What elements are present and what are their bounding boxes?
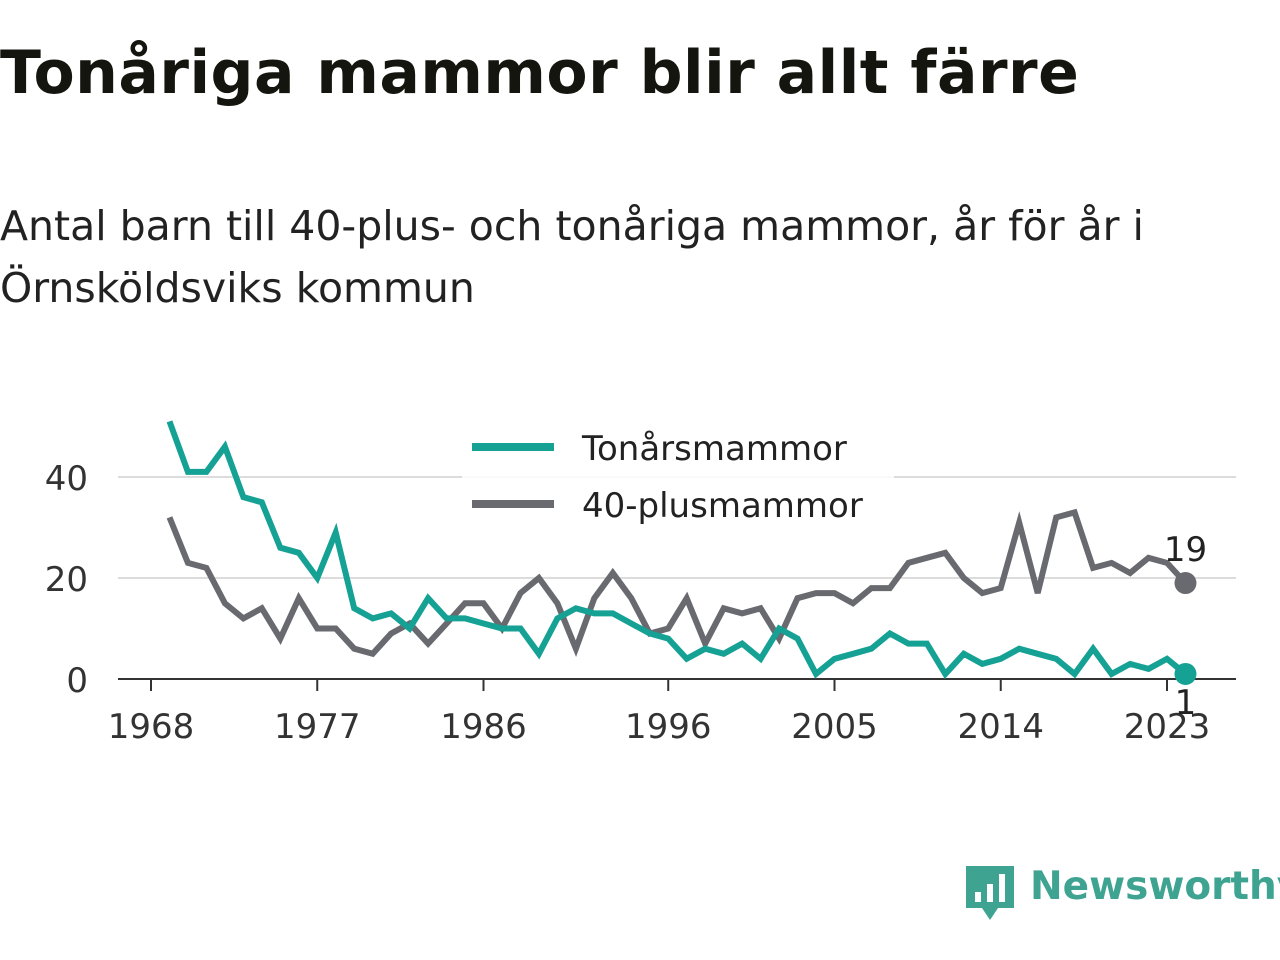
x-tick-label: 2014 (957, 707, 1044, 747)
end-value-label: 19 (1164, 530, 1207, 570)
end-value-label: 1 (1175, 683, 1197, 723)
x-tick-label: 2023 (1124, 707, 1211, 747)
legend-label: 40-plusmammor (582, 486, 863, 526)
legend-label: Tonårsmammor (581, 429, 847, 469)
x-tick-label: 1986 (440, 707, 527, 747)
legend: Tonårsmammor 40-plusmammor (462, 417, 894, 528)
series-line-tonarsmammor (166, 420, 1188, 679)
x-tick-label: 1968 (108, 707, 195, 747)
chart-title: Tonåriga mammor blir allt färre (0, 38, 1080, 108)
end-point-tonarsmammor (1174, 662, 1197, 685)
chart-subtitle: Antal barn till 40-plus- och tonåriga ma… (0, 202, 1144, 312)
brand-name: Newsworthy (1030, 864, 1280, 909)
x-tick-label: 1996 (625, 707, 712, 747)
end-labels: 1 19 (1164, 530, 1207, 723)
series-line-40-plusmammor (166, 508, 1188, 658)
y-tick-label: 0 (66, 661, 88, 701)
newsworthy-brand: Newsworthy (962, 862, 1280, 926)
y-tick-label: 20 (45, 560, 88, 600)
x-tick-label: 2005 (791, 707, 878, 747)
bar-chart-speech-bubble-icon (966, 866, 1014, 920)
x-axis: 1968 1977 1986 1996 2005 2014 2023 (108, 678, 1236, 747)
end-point-40-plusmammor (1174, 572, 1197, 595)
x-tick-label: 1977 (274, 707, 361, 747)
y-tick-label: 40 (45, 459, 88, 499)
y-axis-tick-labels: 0 20 40 (45, 459, 88, 701)
series-lines (166, 420, 1188, 679)
